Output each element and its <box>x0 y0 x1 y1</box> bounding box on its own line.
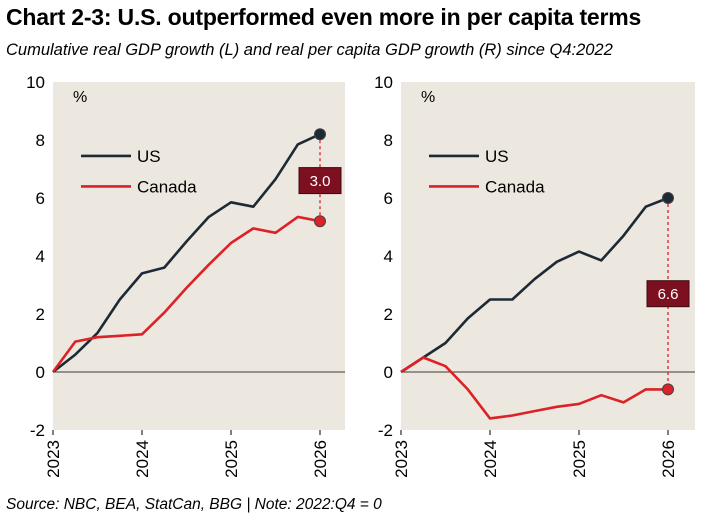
y-tick-label: 4 <box>36 247 45 266</box>
end-point-us <box>662 192 674 204</box>
series-line-us <box>52 133 321 374</box>
x-tick-label: 2024 <box>133 440 152 478</box>
y-tick-label: -2 <box>378 421 393 440</box>
y-tick-label: 6 <box>384 189 393 208</box>
plot-background <box>53 82 345 430</box>
series-line-canada <box>400 356 668 420</box>
x-tick-label: 2023 <box>44 440 63 478</box>
end-point-canada <box>314 215 326 228</box>
y-tick-label: -2 <box>30 421 45 440</box>
x-tick-label: 2024 <box>481 440 500 478</box>
source-note: Source: NBC, BEA, StatCan, BBG | Note: 2… <box>6 496 382 513</box>
y-tick-label: 0 <box>36 363 45 382</box>
legend-label-us: US <box>485 147 509 166</box>
y-tick-label: 10 <box>374 73 393 92</box>
y-tick-label: 8 <box>384 131 393 150</box>
series-line-canada <box>51 215 321 373</box>
unit-label: % <box>421 89 435 106</box>
gap-label: 6.6 <box>658 286 679 303</box>
y-tick-label: 4 <box>384 247 393 266</box>
plot-background <box>401 82 695 430</box>
gap-label: 3.0 <box>310 173 331 190</box>
chart-title: Chart 2-3: U.S. outperformed even more i… <box>6 4 642 30</box>
series-line-us <box>400 196 669 374</box>
legend-label-canada: Canada <box>137 177 197 196</box>
legend-label-us: US <box>137 147 161 166</box>
y-tick-label: 10 <box>26 73 45 92</box>
unit-label: % <box>73 89 87 106</box>
y-tick-label: 0 <box>384 363 393 382</box>
y-tick-label: 8 <box>36 131 45 150</box>
x-tick-label: 2026 <box>311 440 330 478</box>
chart-panel-2: -2 0 2 4 6 8 10 2023 2024 2025 2026% 6.6 US Canada <box>374 73 695 478</box>
y-tick-label: 2 <box>384 305 393 324</box>
y-tick-label: 6 <box>36 189 45 208</box>
chart-panel-1: -2 0 2 4 6 8 10 2023 2024 2025 2026% 3.0 US Canada <box>26 73 345 478</box>
end-point-canada <box>662 383 674 396</box>
x-tick-label: 2026 <box>659 440 678 478</box>
x-tick-label: 2025 <box>222 440 241 478</box>
gap-label-box <box>646 280 690 308</box>
x-tick-label: 2023 <box>392 440 411 478</box>
end-point-us <box>314 128 326 141</box>
x-tick-label: 2025 <box>570 440 589 478</box>
legend-label-canada: Canada <box>485 177 545 196</box>
y-tick-label: 2 <box>36 305 45 324</box>
gap-label-box <box>298 167 342 195</box>
chart-subtitle: Cumulative real GDP growth (L) and real … <box>6 41 613 59</box>
